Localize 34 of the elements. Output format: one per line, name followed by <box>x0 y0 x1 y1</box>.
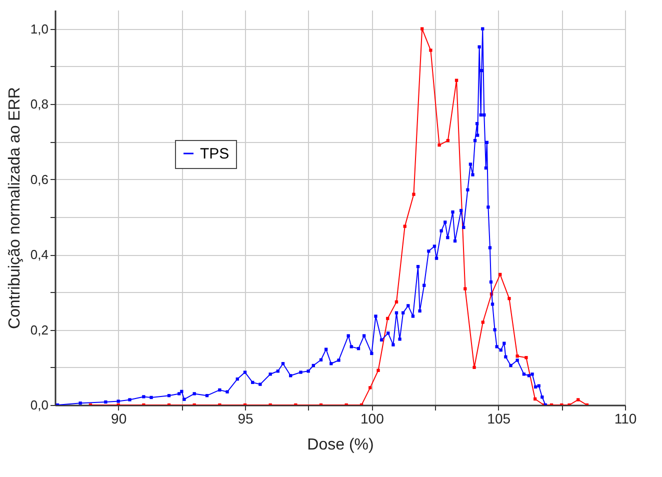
legend-label: TPS <box>200 146 230 162</box>
x-tick-label: 90 <box>111 410 127 426</box>
point <box>376 368 380 372</box>
point <box>481 320 484 324</box>
point <box>394 300 398 304</box>
y-tick-label: 0,2 <box>30 322 48 338</box>
point <box>368 386 372 390</box>
point <box>516 354 519 358</box>
y-tick-label: 0,6 <box>30 172 48 187</box>
y-tick-label: 1,0 <box>30 21 48 36</box>
x-tick-label: 95 <box>238 410 254 426</box>
point <box>454 78 458 82</box>
y-tick-label: 0,4 <box>30 247 48 262</box>
point <box>438 143 441 147</box>
point <box>412 192 416 196</box>
point <box>524 356 528 360</box>
y-axis-title: Contribuição normalizada ao ERR <box>6 87 24 329</box>
point <box>576 398 580 402</box>
point <box>464 287 467 290</box>
point <box>420 27 424 30</box>
x-axis-title: Dose (%) <box>307 436 374 454</box>
point <box>533 397 537 401</box>
point <box>498 272 502 276</box>
y-tick-label: 0,8 <box>30 96 48 112</box>
point <box>508 296 511 300</box>
x-tick-label: 100 <box>360 410 384 426</box>
point <box>403 224 406 228</box>
point <box>446 138 450 142</box>
x-tick-label: 110 <box>614 410 637 426</box>
y-tick-label: 0,0 <box>30 398 48 412</box>
point <box>386 316 390 320</box>
x-tick-label: 105 <box>487 410 511 426</box>
point <box>429 48 432 52</box>
point <box>472 366 476 369</box>
